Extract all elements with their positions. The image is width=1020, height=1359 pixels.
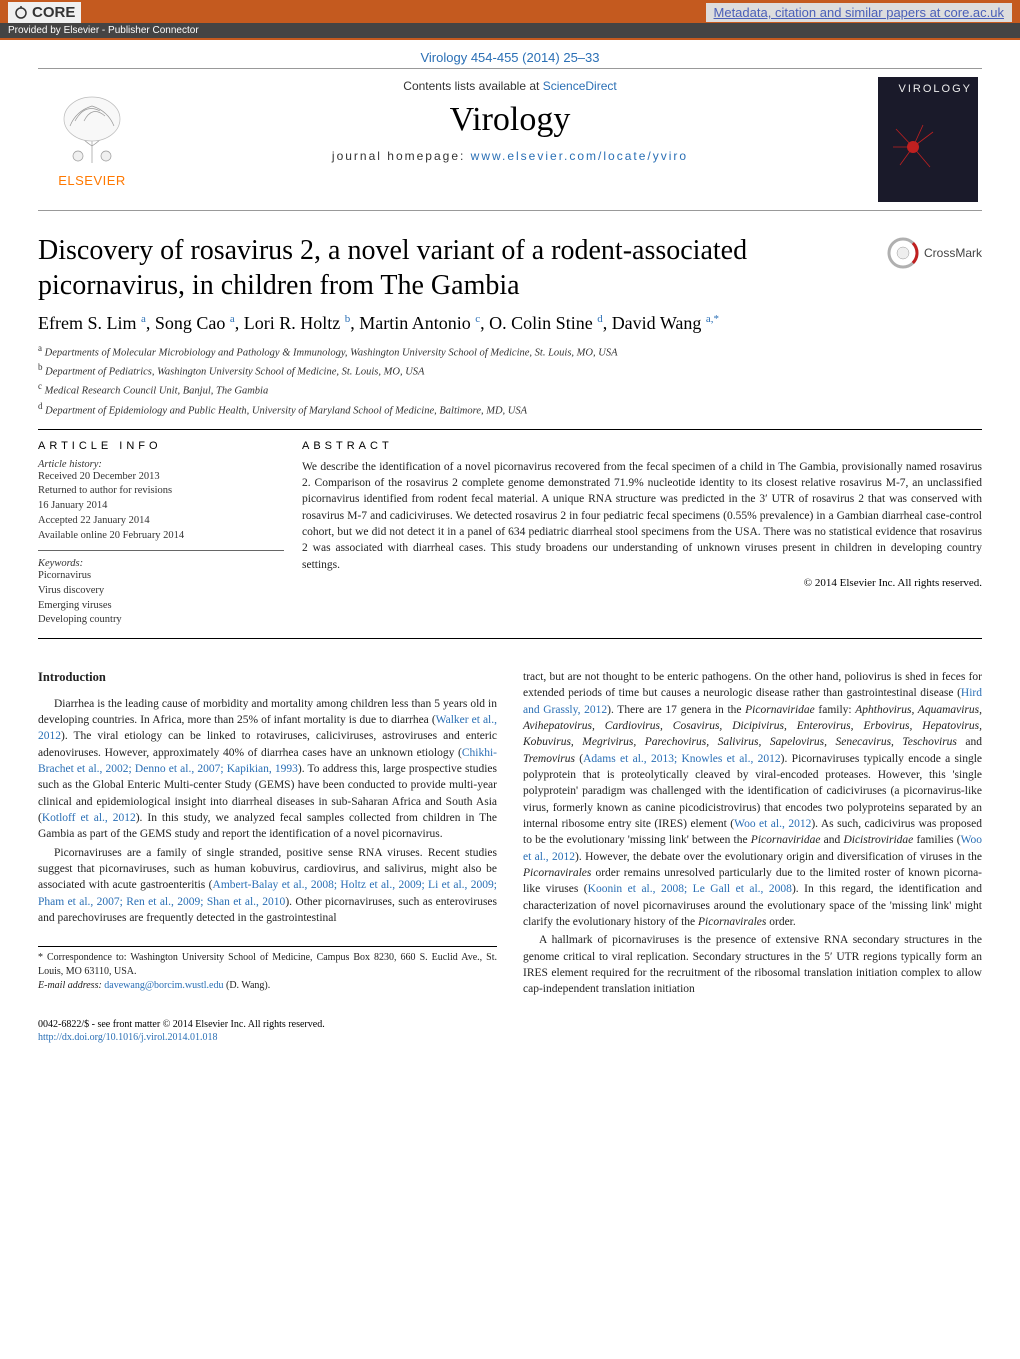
footnotes: * Correspondence to: Washington Universi…	[38, 946, 497, 993]
email-note: E-mail address: davewang@borcim.wustl.ed…	[38, 979, 497, 993]
history-label: Article history:	[38, 459, 284, 470]
history-item: Received 20 December 2013	[38, 470, 284, 485]
core-provider: Provided by Elsevier - Publisher Connect…	[0, 23, 1020, 38]
keyword: Emerging viruses	[38, 599, 284, 614]
journal-header: ELSEVIER Contents lists available at Sci…	[38, 68, 982, 211]
paragraph: Picornaviruses are a family of single st…	[38, 845, 497, 927]
keyword: Developing country	[38, 613, 284, 628]
crossmark-badge[interactable]: CrossMark	[887, 237, 982, 269]
copyright-line: 0042-6822/$ - see front matter © 2014 El…	[38, 1018, 982, 1032]
core-metadata-link[interactable]: Metadata, citation and similar papers at…	[706, 3, 1012, 22]
contents-prefix: Contents lists available at	[403, 79, 542, 93]
abstract-copyright: © 2014 Elsevier Inc. All rights reserved…	[302, 577, 982, 589]
affiliation: b Department of Pediatrics, Washington U…	[38, 361, 982, 380]
cover-title: VIROLOGY	[899, 83, 972, 95]
history-item: Returned to author for revisions	[38, 484, 284, 499]
email-label: E-mail address:	[38, 980, 102, 991]
footer-meta: 0042-6822/$ - see front matter © 2014 El…	[38, 1018, 982, 1045]
introduction-heading: Introduction	[38, 669, 497, 687]
article-info: ARTICLE INFO Article history: Received 2…	[38, 430, 302, 638]
email-author-name: (D. Wang).	[226, 980, 270, 991]
keywords-label: Keywords:	[38, 558, 284, 569]
paragraph: tract, but are not thought to be enteric…	[523, 669, 982, 930]
sciencedirect-link[interactable]: ScienceDirect	[543, 79, 617, 93]
history-item: 16 January 2014	[38, 499, 284, 514]
affiliation: c Medical Research Council Unit, Banjul,…	[38, 380, 982, 399]
elsevier-tree-icon	[50, 91, 134, 171]
core-logo: CORE	[8, 2, 81, 23]
correspondence-note: * Correspondence to: Washington Universi…	[38, 951, 497, 978]
right-column: tract, but are not thought to be enteric…	[523, 669, 982, 1000]
crossmark-text: CrossMark	[924, 246, 982, 260]
article-info-heading: ARTICLE INFO	[38, 440, 284, 452]
article-title: Discovery of rosavirus 2, a novel varian…	[38, 233, 869, 303]
journal-homepage: journal homepage: www.elsevier.com/locat…	[146, 149, 874, 163]
abstract: ABSTRACT We describe the identification …	[302, 430, 982, 638]
history-item: Available online 20 February 2014	[38, 529, 284, 544]
contents-available: Contents lists available at ScienceDirec…	[146, 79, 874, 93]
abstract-text: We describe the identification of a nove…	[302, 459, 982, 573]
paragraph: A hallmark of picornaviruses is the pres…	[523, 932, 982, 997]
paragraph: Diarrhea is the leading cause of morbidi…	[38, 696, 497, 843]
volume-link[interactable]: Virology 454-455 (2014) 25–33	[420, 50, 599, 65]
body-text: Introduction Diarrhea is the leading cau…	[38, 669, 982, 1000]
journal-cover[interactable]: VIROLOGY	[878, 77, 978, 202]
abstract-heading: ABSTRACT	[302, 440, 982, 452]
author-email-link[interactable]: davewang@borcim.wustl.edu	[104, 980, 223, 991]
homepage-link[interactable]: www.elsevier.com/locate/yviro	[471, 149, 688, 163]
core-banner: CORE Metadata, citation and similar pape…	[0, 0, 1020, 40]
journal-name: Virology	[146, 101, 874, 139]
crossmark-icon	[887, 237, 919, 269]
volume-citation: Virology 454-455 (2014) 25–33	[0, 40, 1020, 68]
homepage-prefix: journal homepage:	[332, 149, 471, 163]
affiliation: a Departments of Molecular Microbiology …	[38, 342, 982, 361]
authors: Efrem S. Lim a, Song Cao a, Lori R. Holt…	[38, 313, 982, 334]
affiliation: d Department of Epidemiology and Public …	[38, 400, 982, 419]
keyword: Virus discovery	[38, 584, 284, 599]
cover-graphic-icon	[878, 77, 978, 197]
affiliations: a Departments of Molecular Microbiology …	[38, 342, 982, 419]
doi-link[interactable]: http://dx.doi.org/10.1016/j.virol.2014.0…	[38, 1032, 218, 1043]
left-column: Introduction Diarrhea is the leading cau…	[38, 669, 497, 1000]
elsevier-logo[interactable]: ELSEVIER	[38, 69, 146, 210]
elsevier-text: ELSEVIER	[58, 173, 126, 188]
keyword: Picornavirus	[38, 569, 284, 584]
core-logo-text: CORE	[32, 4, 75, 21]
core-icon	[14, 6, 28, 20]
history-item: Accepted 22 January 2014	[38, 514, 284, 529]
